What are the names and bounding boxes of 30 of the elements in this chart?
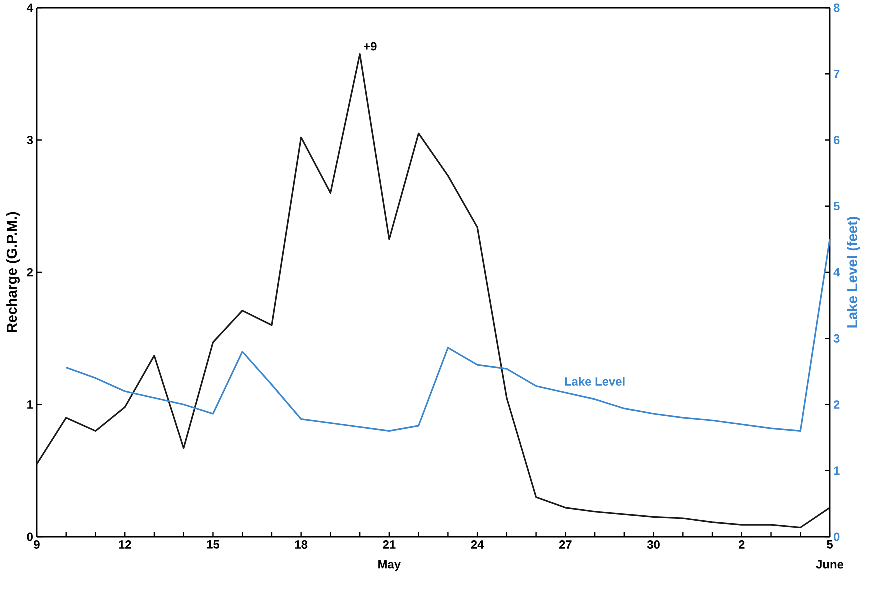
y2-tick-label: 5: [834, 202, 840, 211]
text: May: [378, 560, 401, 572]
y-tick-label: 1: [28, 400, 34, 409]
x-tick-label: 2: [738, 540, 745, 549]
y2-tick-label: 4: [834, 268, 840, 277]
x-tick-label: 9: [34, 540, 40, 549]
y2-tick-label: 0: [834, 532, 840, 542]
x-tick-label: 12: [119, 540, 132, 549]
x-tick-label: 27: [559, 540, 572, 549]
y-tick-label: 0: [27, 532, 33, 542]
y2-tick-label: 3: [834, 334, 840, 343]
x-tick-label: 5: [827, 540, 833, 549]
y-axis-title: Recharge (G.P.M.): [6, 212, 20, 332]
y2-tick-label: 1: [834, 466, 840, 475]
series-label: Lake Level: [565, 377, 625, 386]
x-tick-label: 30: [647, 540, 660, 550]
y2-tick-label: 8: [834, 4, 840, 12]
x-tick-label: 24: [471, 540, 484, 549]
y-tick-label: 3: [27, 136, 34, 144]
y2-axis-title: Lake Level (feet): [847, 217, 860, 328]
text: June: [816, 560, 844, 569]
annotation: +9: [364, 42, 377, 51]
y2-tick-label: 2: [834, 400, 840, 409]
x-tick-label: 15: [207, 540, 220, 549]
x-tick-label: 18: [295, 540, 308, 549]
y2-tick-label: 6: [834, 136, 840, 144]
y2-tick-label: 7: [834, 70, 840, 78]
y-tick-label: 4: [27, 4, 34, 12]
y-tick-label: 2: [27, 268, 34, 277]
x-tick-label: 21: [383, 540, 396, 549]
